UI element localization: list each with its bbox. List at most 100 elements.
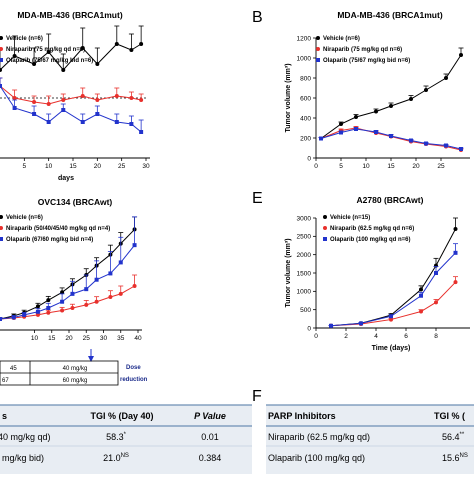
- chart-c-point: [46, 310, 51, 315]
- chart-e-point: [389, 314, 393, 319]
- chart-c-xtick-label: 40: [134, 335, 142, 342]
- chart-a-point: [80, 46, 85, 50]
- chart-b-xtick-label: 0: [314, 163, 318, 170]
- chart-e-ytick-label: 0: [307, 325, 311, 332]
- chart-b-point: [424, 141, 428, 146]
- table-d-row-1-sig: NS: [121, 453, 129, 459]
- chart-a-xtick-label: 20: [94, 163, 102, 170]
- chart-a-point: [95, 98, 100, 102]
- chart-a-point: [32, 112, 37, 116]
- table-f-row-0-sig: **: [460, 432, 465, 438]
- chart-a-legend-label: Vehicle (n=6): [6, 36, 43, 42]
- chart-a-point: [46, 50, 51, 54]
- chart-e-ytick-label: 1500: [297, 270, 312, 277]
- chart-e-point: [329, 323, 333, 328]
- chart-b-point: [444, 143, 448, 148]
- chart-c-point: [35, 304, 40, 309]
- chart-a-point: [95, 62, 100, 66]
- chart-c-point: [108, 295, 113, 299]
- chart-e-point: [419, 287, 423, 292]
- chart-a-xlabel: days: [58, 175, 74, 182]
- chart-c-point: [46, 298, 51, 303]
- chart-c-point: [60, 299, 65, 304]
- chart-e-ylabel: Tumor volume (mm³): [285, 238, 292, 307]
- chart-a-series-line-0: [0, 43, 142, 71]
- chart-e-point: [434, 271, 438, 275]
- table-f-row-0-label: Niraparib (62.5 mg/kg qd): [268, 432, 370, 442]
- chart-b-series-line-0: [320, 54, 462, 139]
- chart-a: MDA-MB-436 (BRCA1mut) 5 10 15 20 25 30 Vehicle …: [0, 10, 150, 170]
- chart-c-point: [70, 306, 75, 310]
- chart-c-xtick-label: 30: [100, 335, 108, 342]
- chart-a-series-line-1: [0, 85, 142, 105]
- chart-b-point: [339, 130, 343, 135]
- chart-e-xtick-label: 4: [374, 333, 378, 340]
- chart-e-xlabel: Time (days): [372, 345, 411, 352]
- chart-b-ytick-label: 800: [300, 75, 311, 82]
- chart-c-series-line-2: [0, 244, 135, 320]
- chart-a-point: [139, 130, 144, 134]
- chart-b-legend-label: Olaparib (75/67 mg/kg bid n=6): [323, 58, 410, 64]
- chart-a-xtick-label: 5: [23, 163, 27, 170]
- chart-a-point: [61, 98, 66, 102]
- chart-a-point: [114, 94, 119, 98]
- chart-b-ytick-label: 600: [300, 95, 311, 102]
- chart-b-point: [389, 134, 393, 138]
- table-d-header-2-p: P: [194, 411, 201, 421]
- chart-c-point: [60, 308, 65, 313]
- chart-c-point: [46, 306, 51, 310]
- chart-a-legend-marker: [0, 36, 3, 40]
- table-d-header-1: TGI % (Day 40): [90, 411, 153, 421]
- chart-e-ytick-label: 3000: [297, 215, 312, 222]
- chart-c-point: [22, 312, 27, 317]
- table-f-row-1-tgi-value: 15.6: [442, 453, 460, 463]
- chart-a-series-line-2: [0, 85, 142, 133]
- chart-a-legend-marker: [0, 58, 3, 62]
- chart-b-point: [354, 127, 358, 131]
- chart-b-point: [424, 88, 428, 92]
- chart-b-ytick-label: 1000: [297, 55, 312, 62]
- table-d-header-0: s: [2, 411, 7, 421]
- chart-b-point: [339, 122, 343, 126]
- chart-e-series-line-0: [330, 228, 456, 327]
- table-f-row-0-tgi: 56.4**: [442, 432, 465, 442]
- chart-b-point: [409, 97, 413, 101]
- chart-c-xtick-label: 10: [31, 335, 39, 342]
- chart-a-point: [139, 98, 144, 102]
- chart-a-point: [80, 94, 85, 98]
- table-d-row-1-tgi: 21.0NS: [103, 453, 129, 463]
- chart-e-xtick-label: 0: [314, 333, 318, 340]
- table-d-row-1-tgi-value: 21.0: [103, 453, 121, 463]
- chart-e-point: [419, 293, 423, 298]
- chart-c-point: [35, 312, 40, 317]
- chart-a-legend-label: Niraparib (75 mg/kg qd n=6): [6, 47, 85, 53]
- chart-b-point: [354, 115, 358, 119]
- chart-a-title: MDA-MB-436 (BRCA1mut): [17, 10, 122, 20]
- chart-c-point: [84, 287, 89, 292]
- chart-b-point: [444, 76, 448, 80]
- table-f-row-1-label: Olaparib (100 mg/kg qd): [268, 453, 365, 463]
- panel-letter-b: B: [252, 9, 263, 26]
- chart-b-legend-marker: [316, 47, 320, 51]
- chart-e-point: [389, 317, 393, 322]
- chart-e-legend-marker: [323, 226, 327, 230]
- chart-a-point: [12, 106, 17, 110]
- chart-c-point: [132, 284, 137, 288]
- chart-e-legend-label: Niraparib (62.5 mg/kg qd n=6): [330, 226, 414, 232]
- chart-a-point: [129, 122, 134, 126]
- table-f: PARP Inhibitors TGI % ( Niraparib (62.5 …: [266, 404, 474, 474]
- chart-b-legend-label: Niraparib (75 mg/kg qd n=6): [323, 47, 402, 53]
- chart-b-xtick-label: 10: [362, 163, 370, 170]
- chart-a-point: [0, 84, 2, 88]
- schedule-note-line-2: reduction: [120, 377, 148, 383]
- chart-b-point: [374, 130, 378, 134]
- dosing-schedule: 45 40 mg/kg 67 60 mg/kg Dose reduction: [0, 349, 148, 386]
- chart-c-xtick-label: 20: [65, 335, 73, 342]
- chart-c-point: [35, 309, 40, 314]
- table-d-row-0-tgi: 58.3*: [106, 432, 127, 442]
- chart-e-point: [419, 309, 423, 314]
- chart-b-xtick-label: 15: [387, 163, 395, 170]
- chart-a-point: [61, 68, 66, 72]
- chart-b-ylabel: Tumor volume (mm³): [285, 63, 292, 132]
